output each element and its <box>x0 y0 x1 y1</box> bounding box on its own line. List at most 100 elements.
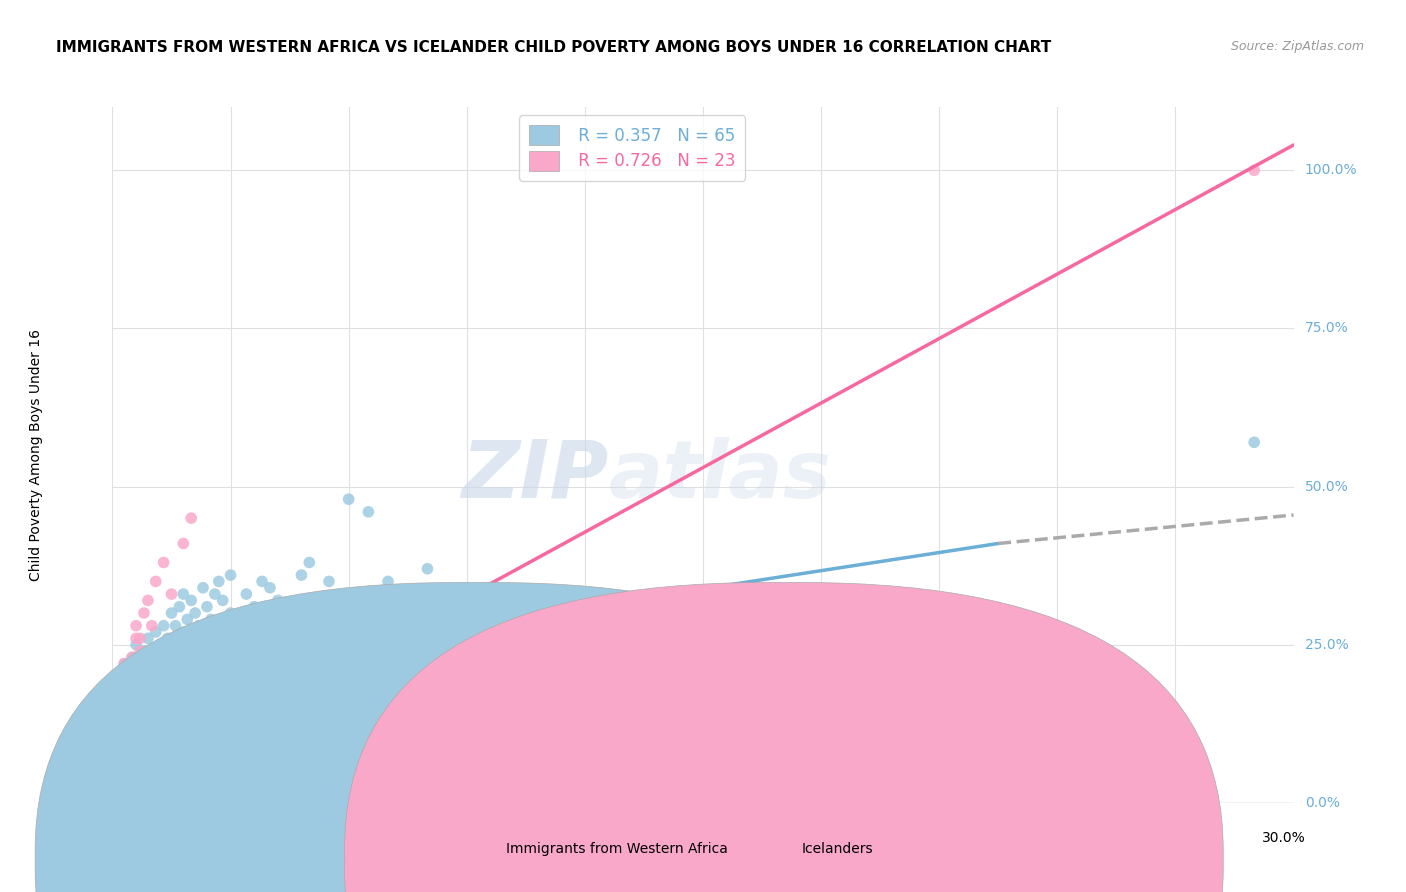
Point <box>318 720 340 734</box>
Text: ZIP: ZIP <box>461 437 609 515</box>
Point <box>105 669 128 683</box>
Point <box>117 675 139 690</box>
Point <box>172 625 194 640</box>
Point <box>239 732 262 747</box>
Point <box>770 675 793 690</box>
Point <box>235 587 257 601</box>
Point <box>132 606 155 620</box>
Point <box>274 606 297 620</box>
Point <box>132 675 155 690</box>
Point <box>129 644 152 658</box>
Point <box>129 657 152 671</box>
Point <box>172 587 194 601</box>
Point <box>259 581 281 595</box>
Point <box>125 638 148 652</box>
Point <box>228 618 250 632</box>
Point <box>160 606 183 620</box>
Point <box>136 632 159 646</box>
Point <box>243 599 266 614</box>
Point <box>1125 688 1147 702</box>
Point <box>145 574 167 589</box>
Point <box>132 644 155 658</box>
Point <box>121 650 143 665</box>
Point <box>145 625 167 640</box>
Point <box>219 606 242 620</box>
Point <box>204 587 226 601</box>
Point <box>692 669 714 683</box>
Point <box>141 681 163 696</box>
Point <box>180 593 202 607</box>
Point <box>259 707 281 722</box>
Point <box>156 632 179 646</box>
Point <box>267 593 290 607</box>
Text: Child Poverty Among Boys Under 16: Child Poverty Among Boys Under 16 <box>28 329 42 581</box>
Point <box>337 492 360 507</box>
Text: 30.0%: 30.0% <box>1261 830 1305 845</box>
Point <box>208 574 231 589</box>
Point <box>290 568 312 582</box>
Point <box>176 612 198 626</box>
Text: 100.0%: 100.0% <box>1305 163 1357 178</box>
Point <box>165 618 187 632</box>
Point <box>110 681 132 696</box>
Point <box>188 618 211 632</box>
Text: Icelanders: Icelanders <box>801 842 873 856</box>
Point <box>105 688 128 702</box>
Point <box>211 593 233 607</box>
Point <box>121 663 143 677</box>
Point <box>1243 163 1265 178</box>
Point <box>121 650 143 665</box>
Point <box>112 657 135 671</box>
Point <box>180 511 202 525</box>
Point <box>125 688 148 702</box>
Point <box>184 606 207 620</box>
Point <box>1243 435 1265 450</box>
Point <box>318 574 340 589</box>
Point <box>219 568 242 582</box>
Point <box>129 632 152 646</box>
Point <box>152 644 174 658</box>
Point <box>928 681 950 696</box>
Point <box>141 650 163 665</box>
Point <box>125 618 148 632</box>
Point <box>169 599 191 614</box>
Point <box>149 638 172 652</box>
Point <box>298 556 321 570</box>
Point <box>160 587 183 601</box>
Point <box>110 701 132 715</box>
Point <box>278 720 301 734</box>
Point <box>129 669 152 683</box>
Point <box>152 556 174 570</box>
Point <box>357 505 380 519</box>
Point <box>495 606 517 620</box>
Point <box>613 681 636 696</box>
Point <box>534 632 557 646</box>
Text: 75.0%: 75.0% <box>1305 321 1348 335</box>
Point <box>112 657 135 671</box>
Point <box>149 657 172 671</box>
Text: IMMIGRANTS FROM WESTERN AFRICA VS ICELANDER CHILD POVERTY AMONG BOYS UNDER 16 CO: IMMIGRANTS FROM WESTERN AFRICA VS ICELAN… <box>56 40 1052 55</box>
Point <box>145 669 167 683</box>
Text: 0.0%: 0.0% <box>101 830 135 845</box>
Text: 25.0%: 25.0% <box>1305 638 1348 652</box>
Point <box>172 536 194 550</box>
Text: 0.0%: 0.0% <box>1305 796 1340 810</box>
Point <box>136 663 159 677</box>
Point <box>200 612 222 626</box>
Legend:  R = 0.357   N = 65,  R = 0.726   N = 23: R = 0.357 N = 65, R = 0.726 N = 23 <box>519 115 745 180</box>
Point <box>152 618 174 632</box>
Point <box>160 657 183 671</box>
Text: atlas: atlas <box>609 437 831 515</box>
Point <box>377 574 399 589</box>
Point <box>200 720 222 734</box>
Point <box>456 618 478 632</box>
Point <box>250 574 273 589</box>
Text: Immigrants from Western Africa: Immigrants from Western Africa <box>506 842 728 856</box>
Point <box>125 632 148 646</box>
Point <box>195 599 218 614</box>
Point <box>416 562 439 576</box>
Point <box>136 593 159 607</box>
Point <box>889 714 911 728</box>
Text: 50.0%: 50.0% <box>1305 480 1348 493</box>
Point <box>283 612 305 626</box>
